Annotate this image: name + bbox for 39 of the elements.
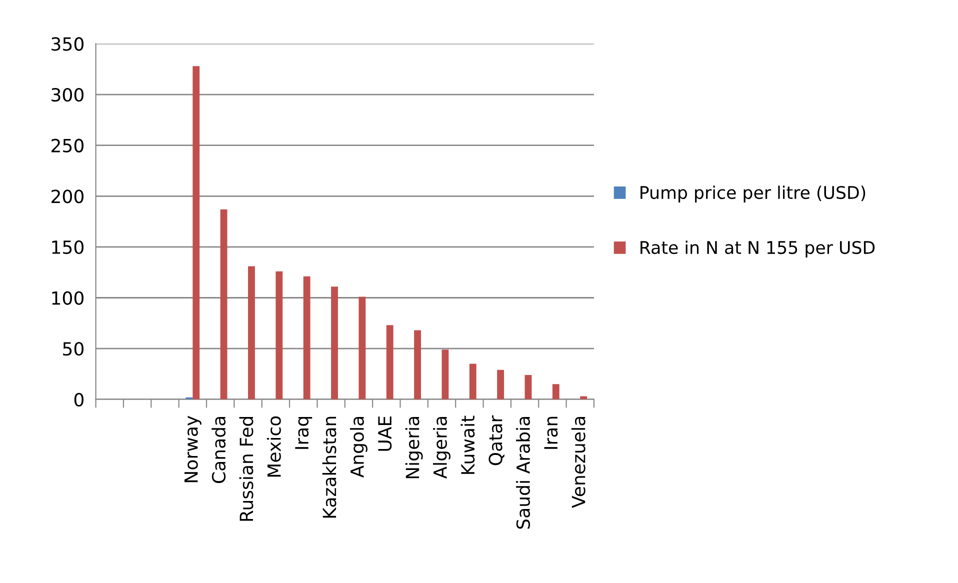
bar xyxy=(442,350,449,400)
bar xyxy=(386,325,394,400)
y-tick-label: 300 xyxy=(52,88,84,102)
y-tick-label: 50 xyxy=(63,342,84,356)
x-tick-label: Qatar xyxy=(488,415,504,466)
bar xyxy=(276,271,283,400)
legend-label: Pump price per litre (USD) xyxy=(640,186,866,202)
y-tick-label: 250 xyxy=(52,138,84,152)
x-tick-label: Algeria xyxy=(433,417,450,479)
x-tick-label: Norway xyxy=(184,416,202,482)
x-tick-label: Mexico xyxy=(266,416,281,477)
bar xyxy=(524,374,532,400)
x-tick-label: Russian Fed xyxy=(239,416,254,521)
x-tick-label: Kuwait xyxy=(460,416,475,474)
x-tick-label: Iran xyxy=(544,416,558,449)
bar xyxy=(248,266,255,400)
bar xyxy=(414,330,421,400)
x-tick-label: Saudi Arabia xyxy=(516,417,530,529)
x-tick-label: Nigeria xyxy=(405,417,423,478)
bar xyxy=(497,370,504,400)
bar xyxy=(358,296,366,400)
bar xyxy=(192,66,200,400)
x-tick-label: Angola xyxy=(350,417,368,478)
bar xyxy=(331,286,338,400)
bar xyxy=(469,364,476,400)
y-tick-label: 200 xyxy=(52,190,84,204)
bar xyxy=(552,384,560,400)
legend-label: Rate in N at N 155 per USD xyxy=(640,240,875,258)
x-tick-label: UAE xyxy=(378,416,392,451)
x-tick-label: Canada xyxy=(212,417,226,484)
bar xyxy=(303,276,310,400)
x-tick-label: Iraq xyxy=(295,417,312,449)
y-tick-label: 350 xyxy=(52,37,84,51)
y-tick-label: 150 xyxy=(52,240,84,254)
x-tick-label: Venezuela xyxy=(571,417,586,508)
x-tick-label: Kazakhstan xyxy=(322,416,336,518)
y-tick-label: 0 xyxy=(74,392,84,406)
y-tick-label: 100 xyxy=(52,291,84,305)
bar xyxy=(220,209,228,400)
